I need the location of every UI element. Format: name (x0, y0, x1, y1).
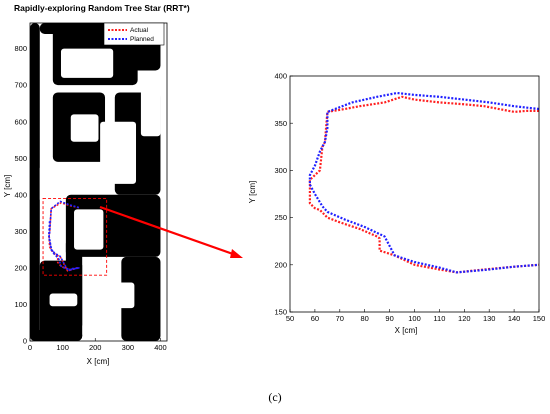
free-space-region (140, 81, 161, 137)
legend: Actual Planned (103, 22, 165, 46)
left-y-tick-label: 600 (14, 117, 27, 126)
right-y-tick-label: 300 (274, 166, 287, 175)
zoom-arrow (99, 205, 243, 258)
free-space-region (116, 282, 135, 309)
zoom-region-rect (42, 197, 108, 276)
right-x-axis-label: X [cm] (395, 326, 418, 335)
right-x-tick-label: 100 (408, 314, 421, 323)
left-path-series (48, 200, 80, 272)
free-space-region (100, 121, 137, 184)
left-x-tick-label: 400 (154, 343, 167, 352)
series-planned-line (308, 91, 540, 274)
left-plot-area: 0 100 200 300 400 0 100 200 300 400 500 600 700 800 (14, 22, 168, 352)
left-x-tick-label: 200 (89, 343, 102, 352)
left-y-tick-label: 400 (14, 190, 27, 199)
right-x-tick-label: 60 (311, 314, 319, 323)
left-y-tick-label: 0 (23, 337, 27, 346)
right-x-tick-label: 150 (533, 314, 546, 323)
left-x-tick-label: 300 (122, 343, 135, 352)
right-x-tick-label: 140 (508, 314, 521, 323)
right-x-tick-label: 50 (286, 314, 294, 323)
free-space-region (49, 293, 78, 307)
right-x-tick-label: 70 (336, 314, 344, 323)
legend-actual-label: Actual (130, 27, 149, 34)
left-plot-frame (29, 22, 168, 342)
free-space-region (60, 48, 114, 78)
left-y-ticks: 0 100 200 300 400 500 600 700 800 (14, 44, 33, 346)
zoom-arrow-head (230, 249, 243, 258)
free-space-region (70, 114, 99, 142)
right-x-tick-label: 90 (385, 314, 393, 323)
right-y-tick-label: 350 (274, 119, 287, 128)
left-chart-title: Rapidly-exploring Random Tree Star (RRT*… (14, 3, 190, 13)
obstacle-block (30, 23, 40, 341)
right-y-tick-label: 200 (274, 260, 287, 269)
right-plot-area: 50 60 70 80 90 100 110 120 130 140 150 150 200 250 30… (274, 72, 545, 323)
left-x-ticks: 0 100 200 300 400 (28, 338, 167, 352)
left-y-tick-label: 500 (14, 154, 27, 163)
right-path-series (290, 76, 540, 312)
series-actual-line (48, 202, 80, 272)
right-x-tick-label: 110 (433, 314, 445, 323)
right-y-axis-label: Y [cm] (248, 181, 257, 204)
obstacle-map (30, 23, 167, 341)
right-x-tick-label: 80 (361, 314, 369, 323)
left-x-tick-label: 0 (28, 343, 32, 352)
right-y-tick-label: 250 (274, 213, 287, 222)
left-y-tick-label: 800 (14, 44, 27, 53)
left-y-tick-label: 300 (14, 227, 27, 236)
obstacle-block (121, 256, 161, 341)
zoom-region-box (42, 197, 108, 276)
left-x-axis-label: X [cm] (87, 357, 110, 366)
right-y-tick-label: 400 (274, 72, 287, 81)
right-y-tick-label: 150 (274, 308, 287, 317)
right-x-ticks: 50 60 70 80 90 100 110 120 130 140 150 (286, 309, 545, 323)
left-y-tick-label: 200 (14, 263, 27, 272)
left-y-axis-label: Y [cm] (3, 175, 12, 198)
left-y-tick-label: 700 (14, 81, 27, 90)
legend-planned-label: Planned (130, 36, 154, 43)
right-x-tick-label: 130 (483, 314, 496, 323)
right-plot-background (290, 76, 539, 312)
series-actual-line (308, 95, 540, 274)
left-x-tick-label: 100 (56, 343, 69, 352)
free-space-region (74, 209, 104, 250)
figure-caption: (c) (268, 390, 282, 404)
zoom-arrow-line (99, 205, 234, 256)
right-x-tick-label: 120 (458, 314, 471, 323)
free-space-region (39, 165, 53, 203)
right-y-ticks: 150 200 250 300 350 400 (274, 72, 293, 317)
left-y-tick-label: 100 (14, 300, 27, 309)
